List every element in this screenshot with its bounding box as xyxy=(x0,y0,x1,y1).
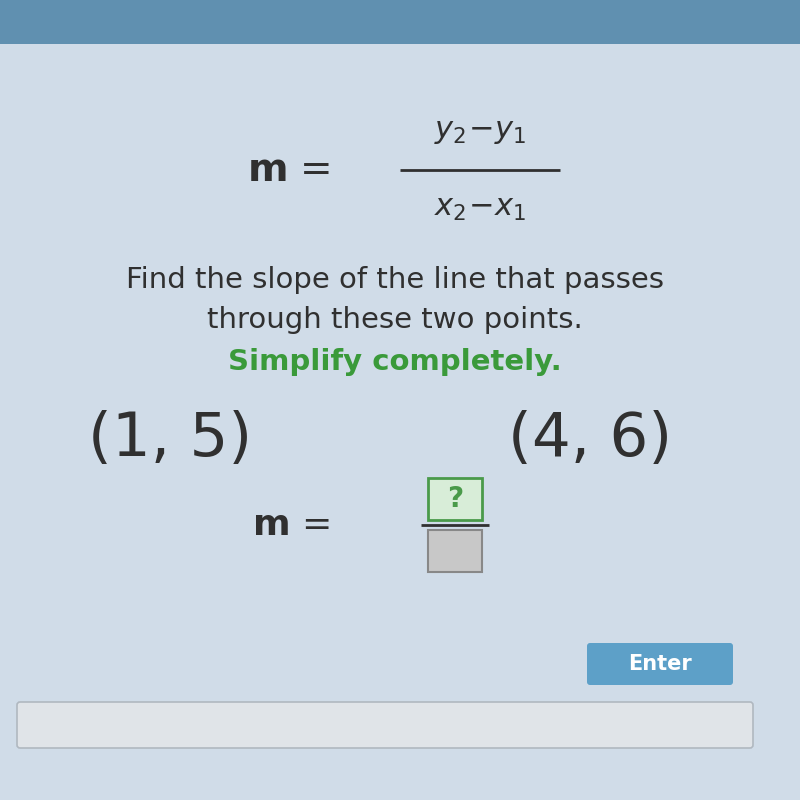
Text: through these two points.: through these two points. xyxy=(207,306,583,334)
FancyBboxPatch shape xyxy=(0,0,800,44)
Text: Simplify completely.: Simplify completely. xyxy=(228,348,562,376)
Text: Find the slope of the line that passes: Find the slope of the line that passes xyxy=(126,266,664,294)
Text: $\mathbf{m}$ =: $\mathbf{m}$ = xyxy=(252,508,330,542)
FancyBboxPatch shape xyxy=(587,643,733,685)
Text: Enter: Enter xyxy=(628,654,692,674)
Text: (1, 5): (1, 5) xyxy=(88,410,252,470)
Text: (4, 6): (4, 6) xyxy=(508,410,672,470)
Text: $\mathbf{m}$ =: $\mathbf{m}$ = xyxy=(246,151,330,189)
FancyBboxPatch shape xyxy=(428,478,482,520)
FancyBboxPatch shape xyxy=(17,702,753,748)
Text: $x_2\!-\!x_1$: $x_2\!-\!x_1$ xyxy=(434,194,526,223)
Text: $y_2\!-\!y_1$: $y_2\!-\!y_1$ xyxy=(434,117,526,146)
Text: ?: ? xyxy=(447,485,463,513)
FancyBboxPatch shape xyxy=(428,530,482,572)
